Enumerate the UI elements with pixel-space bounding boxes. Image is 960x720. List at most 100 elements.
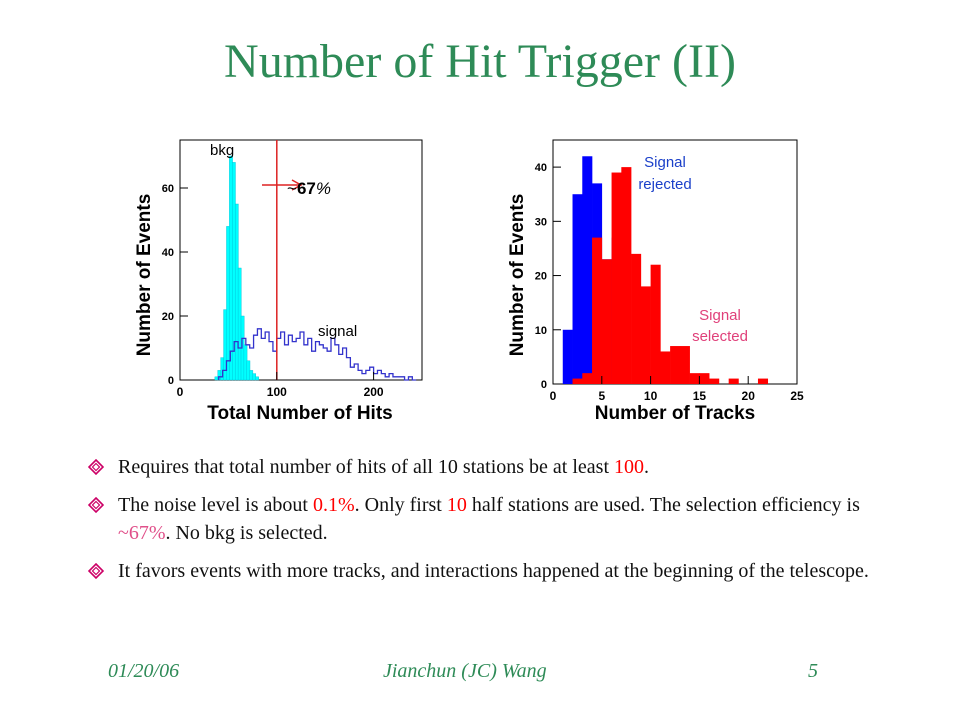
tracks-bar	[621, 167, 632, 384]
hits-xlabel: Total Number of Hits	[207, 403, 392, 424]
hits-bar	[265, 332, 269, 380]
hits-bar	[319, 345, 323, 380]
footer-author: Jianchun (JC) Wang	[383, 660, 547, 682]
tracks-xtick-label: 5	[598, 389, 605, 403]
tracks-bar	[572, 378, 583, 384]
hits-bar	[381, 374, 385, 380]
tracks-xtick-label: 15	[693, 389, 707, 403]
tracks-bar	[562, 329, 573, 384]
tracks-bar	[650, 264, 661, 384]
tracks-ytick-label: 30	[535, 216, 547, 228]
tracks-bar	[592, 237, 603, 384]
hits-bar	[370, 367, 374, 380]
bullet-text-part: .	[644, 456, 650, 478]
selected-label-line2: selected	[692, 328, 748, 345]
hits-bar	[255, 376, 259, 381]
hits-ytick-label: 40	[162, 247, 174, 259]
bullet-text-part: . Only first	[354, 494, 447, 516]
bullet-text-part: Requires that total number of hits of al…	[118, 456, 615, 478]
hits-bar	[308, 338, 312, 380]
hits-bar	[242, 338, 246, 380]
cut-value: 67	[297, 179, 316, 198]
bullet-item: Requires that total number of hits of al…	[88, 453, 908, 481]
bullet-text-part: It favors events with more tracks, and i…	[118, 560, 869, 582]
hits-bar	[257, 329, 261, 380]
hits-bar	[408, 377, 412, 380]
hits-bar	[254, 335, 258, 380]
slide-title: Number of Hit Trigger (II)	[224, 35, 736, 88]
tracks-xtick-label: 25	[790, 389, 804, 403]
hits-bar	[358, 370, 362, 380]
tracks-bar	[709, 378, 720, 384]
hits-bar	[385, 377, 389, 380]
hits-plot-frame	[179, 139, 423, 381]
tracks-bar	[728, 378, 739, 384]
hits-bar	[234, 342, 238, 380]
tracks-ytick-label: 10	[535, 325, 547, 337]
hits-bar	[323, 348, 327, 380]
cut-percent: %	[316, 179, 331, 198]
tracks-bar	[640, 286, 651, 384]
diamond-bullet-icon	[88, 563, 104, 579]
footer-page: 5	[808, 660, 818, 682]
hits-series-outline-1	[218, 328, 417, 381]
hits-bar	[281, 332, 285, 380]
cut-arrow	[262, 179, 303, 191]
bullet-list: Requires that total number of hits of al…	[88, 453, 908, 595]
bullet-text-part: 0.1%	[312, 494, 355, 516]
hits-bar	[350, 367, 354, 380]
selected-label-line1: Signal	[699, 307, 741, 324]
tracks-bar	[572, 194, 583, 384]
hits-xtick-label: 200	[364, 385, 384, 399]
hits-xtick-label: 0	[177, 385, 184, 399]
hits-bar	[339, 354, 343, 380]
tracks-ytick-label: 0	[541, 379, 547, 391]
hits-bar	[269, 342, 273, 380]
hits-bar	[246, 345, 250, 380]
diamond-bullet-icon	[88, 459, 104, 475]
tracks-bar	[601, 259, 612, 384]
cut-tilde: ~	[287, 179, 297, 198]
hits-ytick-label: 20	[162, 311, 174, 323]
hits-bar	[296, 338, 300, 380]
tracks-bar	[679, 346, 690, 384]
hits-bar	[288, 335, 292, 380]
hits-bar	[331, 338, 335, 380]
cut-efficiency-label: ~67%	[287, 179, 331, 198]
hits-bar	[335, 345, 339, 380]
hits-bar	[393, 377, 397, 380]
hits-xtick-label: 100	[267, 385, 287, 399]
hits-ylabel: Number of Events	[134, 194, 155, 357]
hits-bar	[377, 370, 381, 380]
footer-date: 01/20/06	[108, 660, 180, 682]
tracks-histogram-chart: 0 5 10 15 20 25 0 10 20 30 40 Signal rejected Sign…	[507, 139, 804, 424]
bullet-item: The noise level is about 0.1%. Only firs…	[88, 491, 908, 547]
hits-bar	[250, 348, 254, 380]
tracks-ylabel: Number of Events	[507, 194, 528, 357]
bullet-item: It favors events with more tracks, and i…	[88, 557, 908, 585]
hits-bar	[238, 348, 242, 380]
hits-signal-label: signal	[318, 323, 357, 340]
hits-bar	[374, 374, 378, 380]
bullet-text-part: ~67%	[118, 522, 166, 544]
hits-bar	[346, 358, 350, 380]
hits-bar	[219, 377, 223, 380]
tracks-bar	[699, 373, 710, 384]
hits-ytick-label: 0	[168, 375, 174, 387]
rejected-label-line1: Signal	[644, 154, 686, 171]
tracks-bar	[757, 378, 769, 384]
tracks-ytick-label: 40	[535, 162, 547, 174]
hits-bkg-label: bkg	[210, 142, 234, 159]
rejected-label-line2: rejected	[638, 176, 691, 193]
bullet-text-part: half stations are used. The selection ef…	[466, 494, 860, 516]
bullet-text-part: The noise level is about	[118, 494, 313, 516]
hits-bar	[223, 370, 227, 380]
tracks-bar	[611, 172, 622, 384]
bullet-text-part: . No bkg is selected.	[165, 522, 328, 544]
bullet-text-part: 10	[446, 494, 467, 516]
hits-ytick-label: 60	[162, 183, 174, 195]
hits-bar	[362, 374, 366, 380]
tracks-bar	[631, 253, 642, 384]
hits-bar	[366, 370, 370, 380]
diamond-bullet-icon	[88, 497, 104, 513]
